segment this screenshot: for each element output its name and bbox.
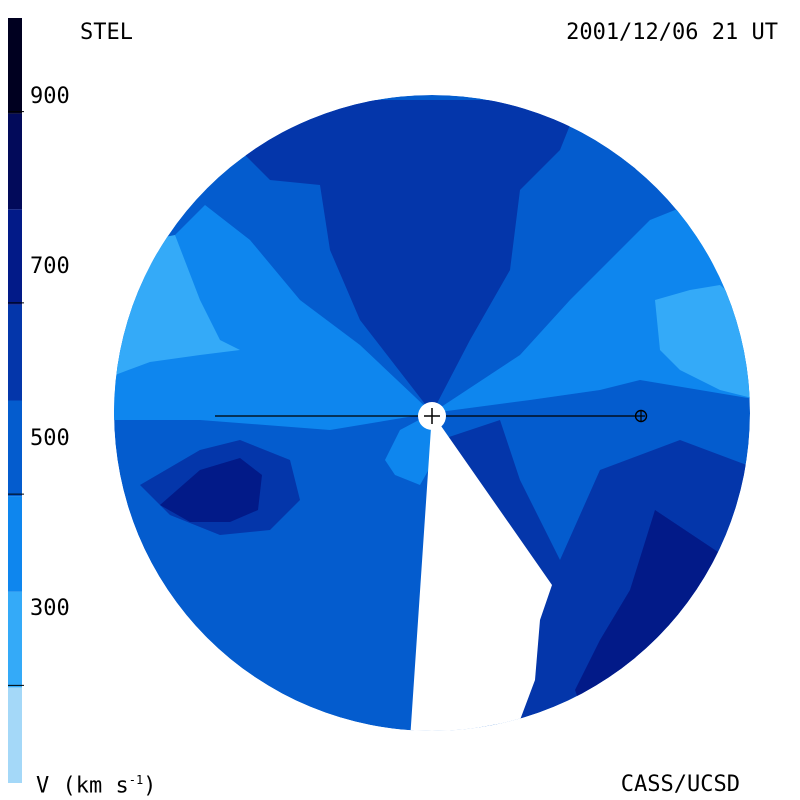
timestamp: 2001/12/06 21 UT (566, 20, 778, 45)
colorbar-title-suffix: ) (143, 773, 157, 799)
colorbar-band (8, 496, 22, 592)
contour-region-center-light (385, 413, 440, 485)
contour-region-upper-right-light (655, 285, 750, 400)
contour-region-upper-left (114, 205, 432, 430)
credit-label: CASS/UCSD (620, 772, 740, 797)
colorbar-band (8, 687, 22, 783)
colorbar-band (8, 400, 22, 497)
colorbar-band (8, 209, 22, 305)
contour-region-lower-left-core (160, 458, 262, 522)
colorbar-title-exponent: -1 (128, 773, 144, 787)
colorbar-tick-label: 500 (30, 426, 70, 451)
colorbar (8, 18, 24, 783)
colorbar-tick-label: 900 (30, 84, 70, 109)
colorbar-band (8, 113, 22, 210)
colorbar-band (8, 591, 22, 688)
colorbar-band (8, 304, 22, 401)
colorbar-tick-label: 700 (30, 254, 70, 279)
colorbar-title: V (km s-1) (36, 774, 156, 797)
contour-region-top (240, 100, 580, 413)
colorbar-tick-label: 300 (30, 596, 70, 621)
colorbar-title-prefix: V (km s (36, 773, 129, 799)
colorbar-band (8, 18, 22, 114)
data-gap-wedge (410, 413, 552, 731)
station-label: STEL (80, 20, 133, 45)
